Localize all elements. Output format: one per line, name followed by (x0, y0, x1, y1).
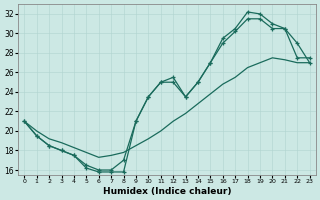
X-axis label: Humidex (Indice chaleur): Humidex (Indice chaleur) (103, 187, 231, 196)
